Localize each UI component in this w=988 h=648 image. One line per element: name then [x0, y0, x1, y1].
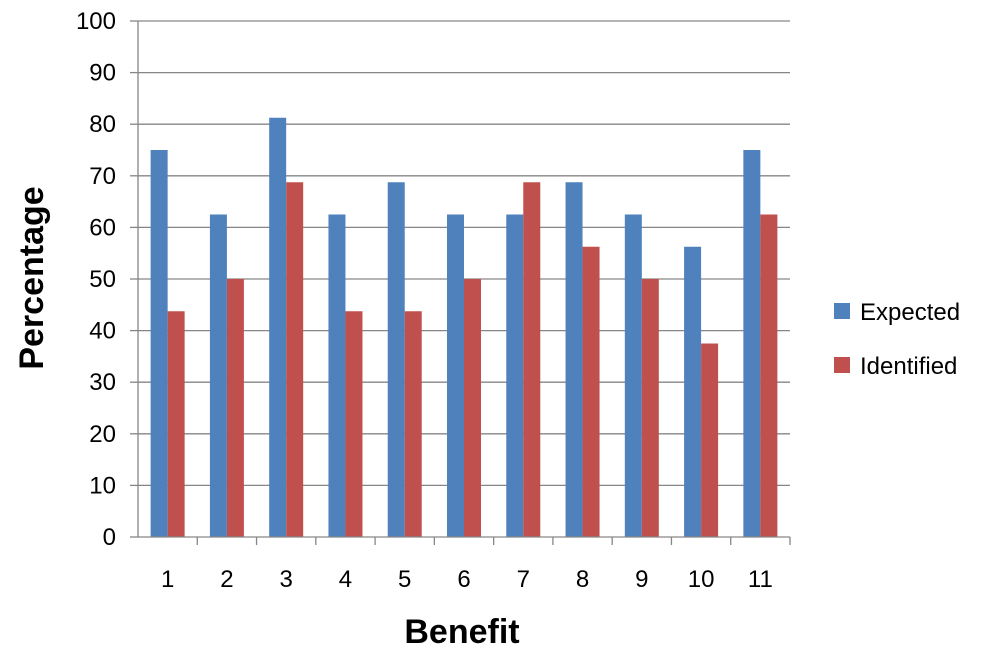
x-tick-label: 4 — [339, 566, 352, 593]
axes — [130, 20, 791, 545]
bars — [150, 117, 778, 537]
bar-identified — [167, 311, 185, 537]
x-tick-label: 5 — [398, 566, 411, 593]
bar-expected — [506, 214, 524, 537]
x-tick-label: 8 — [576, 566, 589, 593]
bar-identified — [226, 279, 244, 537]
bar-expected — [743, 150, 761, 537]
y-tick-label: 10 — [89, 472, 116, 499]
x-tick-label: 11 — [748, 566, 773, 593]
x-tick-label: 1 — [161, 566, 174, 593]
x-tick-label: 10 — [688, 566, 715, 593]
bar-identified — [464, 279, 481, 537]
x-tick-label: 9 — [635, 566, 648, 593]
legend-label-identified: Identified — [860, 353, 957, 380]
y-tick-label: 90 — [89, 60, 116, 87]
x-tick-labels: 1 2 3 4 5 6 7 8 9 10 11 — [161, 566, 773, 593]
legend: Expected Identified — [834, 299, 960, 380]
y-tick-label: 50 — [89, 266, 116, 293]
x-tick-label: 3 — [280, 566, 293, 593]
y-tick-label: 100 — [76, 8, 116, 35]
y-tick-label: 70 — [89, 163, 116, 190]
bar-expected — [328, 214, 346, 537]
y-tick-label: 0 — [103, 524, 116, 551]
bar-identified — [345, 311, 363, 537]
legend-swatch-expected — [834, 303, 850, 319]
legend-swatch-identified — [834, 357, 850, 373]
x-tick-label: 2 — [220, 566, 233, 593]
bar-expected — [447, 214, 464, 537]
bar-identified — [523, 182, 541, 537]
bar-identified — [404, 311, 422, 537]
x-tick-label: 7 — [517, 566, 530, 593]
y-tick-label: 40 — [89, 318, 116, 345]
bar-expected — [387, 182, 405, 537]
bar-expected — [209, 214, 227, 537]
y-tick-label: 30 — [89, 369, 116, 396]
bar-expected — [269, 117, 287, 537]
bar-expected — [565, 182, 583, 537]
bar-identified — [701, 343, 719, 537]
bar-expected — [150, 150, 168, 537]
y-tick-label: 20 — [89, 421, 116, 448]
y-axis-title: Percentage — [13, 186, 51, 369]
bar-identified — [582, 246, 600, 537]
bar-identified — [641, 279, 659, 537]
bar-expected — [624, 214, 642, 537]
bar-identified — [760, 214, 778, 537]
y-tick-label: 60 — [89, 214, 116, 241]
x-axis-title: Benefit — [404, 613, 519, 648]
y-tick-labels: 0 10 20 30 40 50 60 70 80 90 100 — [76, 8, 116, 551]
bar-expected — [684, 246, 702, 537]
y-tick-label: 80 — [89, 111, 116, 138]
legend-label-expected: Expected — [860, 299, 960, 326]
bar-identified — [286, 182, 304, 537]
x-tick-label: 6 — [457, 566, 470, 593]
